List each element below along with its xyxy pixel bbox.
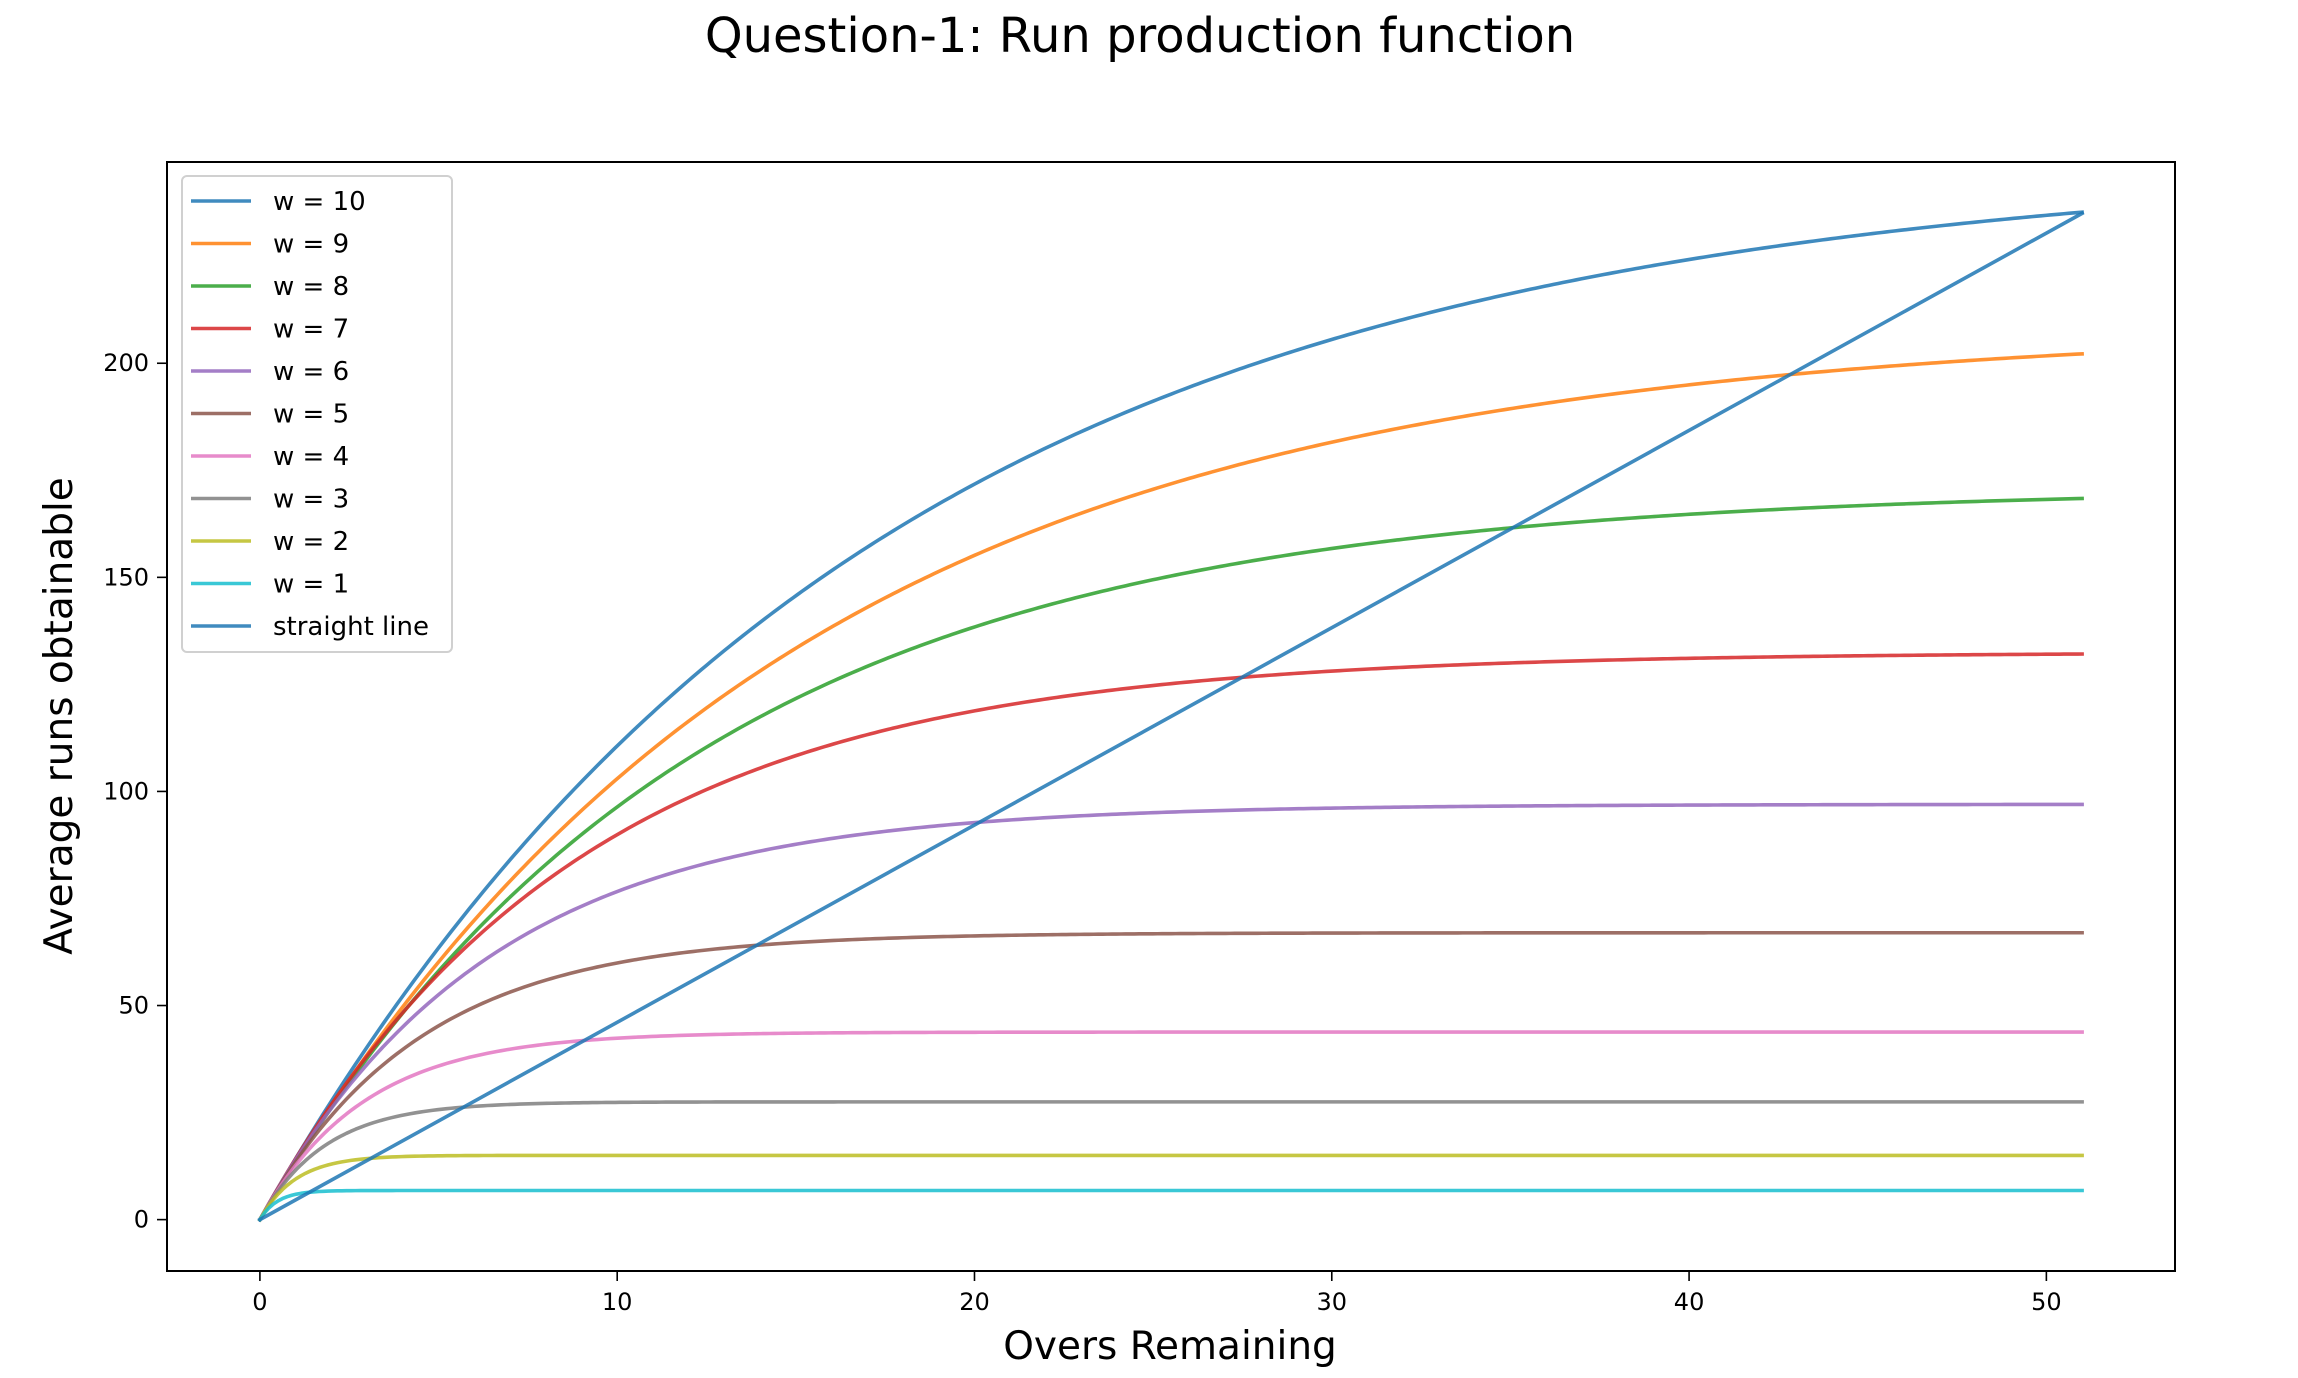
legend-label: w = 2 bbox=[273, 527, 349, 557]
x-axis-ticks: 0 10 20 30 40 50 bbox=[252, 1271, 2062, 1316]
y-tick-label: 100 bbox=[103, 777, 149, 805]
series-line-w2 bbox=[257, 1153, 2084, 1223]
x-tick-label: 30 bbox=[1317, 1288, 1348, 1316]
legend-label: w = 7 bbox=[273, 315, 349, 345]
x-tick-label: 50 bbox=[2031, 1288, 2062, 1316]
series-line-w8 bbox=[257, 496, 2084, 1223]
y-tick-label: 50 bbox=[118, 992, 149, 1020]
series-layer bbox=[257, 210, 2085, 1223]
series-line-w4 bbox=[257, 1030, 2084, 1223]
series-line-w7 bbox=[257, 652, 2084, 1223]
series-line-straight-line bbox=[257, 210, 2085, 1223]
y-tick-label: 150 bbox=[103, 563, 149, 591]
series-line-w1 bbox=[257, 1188, 2084, 1223]
legend-label: w = 9 bbox=[273, 230, 349, 260]
x-tick-label: 40 bbox=[1674, 1288, 1705, 1316]
series-line-w10 bbox=[257, 210, 2085, 1223]
chart-title: Question-1: Run production function bbox=[705, 8, 1575, 64]
legend-box bbox=[181, 175, 453, 653]
legend: w = 10 w = 9 w = 8 w = 7 w = 6 w = 5 w = 4 w = … bbox=[181, 175, 453, 653]
legend-label: w = 1 bbox=[273, 570, 349, 600]
legend-label: w = 10 bbox=[273, 187, 366, 217]
legend-label: straight line bbox=[273, 612, 429, 642]
plot-frame bbox=[166, 161, 2176, 1272]
x-tick-label: 20 bbox=[959, 1288, 990, 1316]
y-tick-label: 0 bbox=[134, 1206, 149, 1234]
series-line-w5 bbox=[257, 930, 2084, 1223]
y-axis-title: Average runs obtainable bbox=[37, 477, 82, 955]
legend-label: w = 4 bbox=[273, 442, 349, 472]
x-axis-title: Overs Remaining bbox=[1003, 1324, 1337, 1369]
legend-label: w = 3 bbox=[273, 485, 349, 515]
legend-label: w = 6 bbox=[273, 357, 349, 387]
y-tick-label: 200 bbox=[103, 349, 149, 377]
legend-entries: w = 10 w = 9 w = 8 w = 7 w = 6 w = 5 w = 4 w = … bbox=[191, 187, 429, 642]
y-axis-ticks: 0 50 100 150 200 bbox=[103, 349, 167, 1234]
series-line-w9 bbox=[257, 351, 2084, 1223]
legend-label: w = 5 bbox=[273, 400, 349, 430]
series-line-w3 bbox=[257, 1100, 2084, 1223]
x-tick-label: 10 bbox=[602, 1288, 633, 1316]
legend-label: w = 8 bbox=[273, 272, 349, 302]
series-line-w6 bbox=[257, 802, 2084, 1223]
x-tick-label: 0 bbox=[252, 1288, 267, 1316]
